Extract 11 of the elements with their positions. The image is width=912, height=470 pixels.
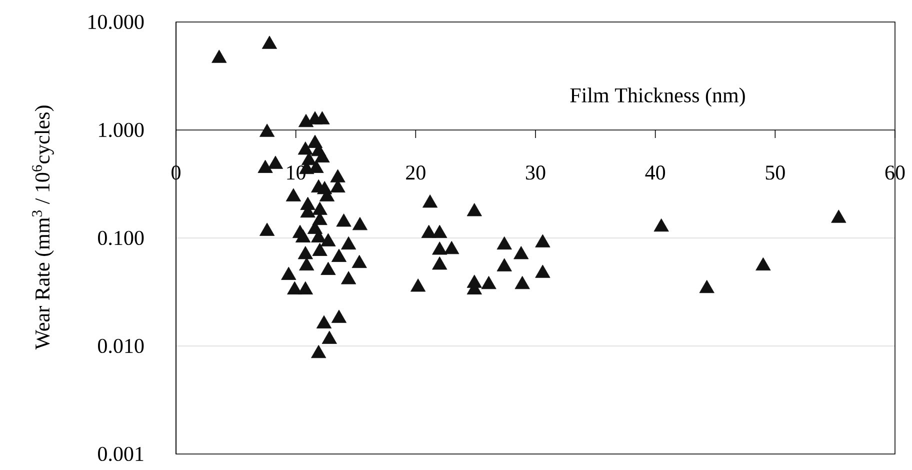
y-tick-label: 0.001	[98, 446, 144, 462]
y-tick-label: 1.000	[99, 122, 144, 138]
x-tick-label: 40	[645, 166, 666, 180]
x-axis-title: Film Thickness (nm)	[570, 88, 745, 107]
y-tick-label: 0.010	[98, 338, 144, 354]
y-tick-label: 0.100	[98, 230, 144, 246]
x-tick-label: 30	[526, 166, 546, 180]
x-tick-label: 20	[406, 166, 426, 180]
y-axis-title: Wear Rate (mm$^{3}$ / 10$^{6}$cycles)	[32, 106, 54, 350]
x-tick-label: 50	[766, 166, 785, 180]
y-tick-label: 10.000	[88, 14, 144, 30]
